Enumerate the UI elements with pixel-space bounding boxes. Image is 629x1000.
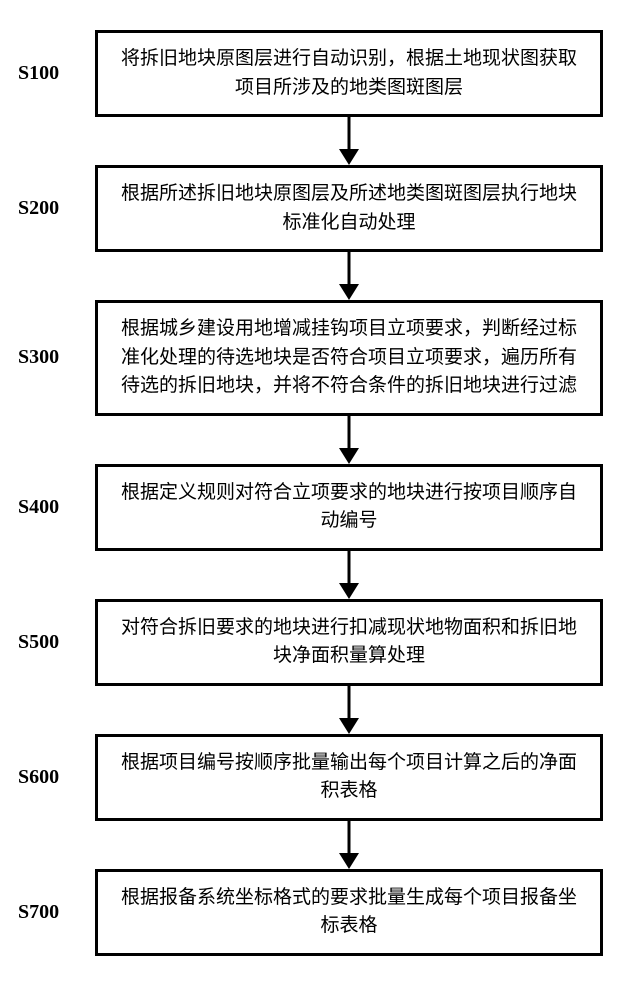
step-box: 根据城乡建设用地增减挂钩项目立项要求，判断经过标准化处理的待选地块是否符合项目立… [95,300,603,416]
flow-step: S600 根据项目编号按顺序批量输出每个项目计算之后的净面积表格 [0,734,629,821]
step-box: 根据定义规则对符合立项要求的地块进行按项目顺序自动编号 [95,464,603,551]
flow-step: S500 对符合拆旧要求的地块进行扣减现状地物面积和拆旧地块净面积量算处理 [0,599,629,686]
flow-step: S700 根据报备系统坐标格式的要求批量生成每个项目报备坐标表格 [0,869,629,956]
flow-arrow [0,252,629,300]
flow-arrow [0,551,629,599]
arrow-head-icon [339,149,359,165]
step-box: 根据所述拆旧地块原图层及所述地类图斑图层执行地块标准化自动处理 [95,165,603,252]
arrow-head-icon [339,284,359,300]
step-text: 对符合拆旧要求的地块进行扣减现状地物面积和拆旧地块净面积量算处理 [116,614,582,671]
step-text: 根据定义规则对符合立项要求的地块进行按项目顺序自动编号 [116,479,582,536]
step-id-label: S600 [18,766,59,789]
step-id-label: S100 [18,62,59,85]
flow-arrow [0,821,629,869]
arrow-line [348,821,351,855]
step-text: 将拆旧地块原图层进行自动识别，根据土地现状图获取项目所涉及的地类图斑图层 [116,45,582,102]
flow-step: S100 将拆旧地块原图层进行自动识别，根据土地现状图获取项目所涉及的地类图斑图… [0,30,629,117]
arrow-line [348,551,351,585]
arrow-head-icon [339,718,359,734]
arrow-head-icon [339,583,359,599]
arrow-head-icon [339,853,359,869]
arrow-head-icon [339,448,359,464]
step-text: 根据所述拆旧地块原图层及所述地类图斑图层执行地块标准化自动处理 [116,180,582,237]
arrow-line [348,252,351,286]
arrow-line [348,117,351,151]
step-box: 对符合拆旧要求的地块进行扣减现状地物面积和拆旧地块净面积量算处理 [95,599,603,686]
step-box: 根据报备系统坐标格式的要求批量生成每个项目报备坐标表格 [95,869,603,956]
step-id-label: S500 [18,631,59,654]
flow-arrow [0,416,629,464]
arrow-line [348,416,351,450]
step-text: 根据报备系统坐标格式的要求批量生成每个项目报备坐标表格 [116,884,582,941]
flowchart-container: S100 将拆旧地块原图层进行自动识别，根据土地现状图获取项目所涉及的地类图斑图… [0,30,629,956]
step-box: 根据项目编号按顺序批量输出每个项目计算之后的净面积表格 [95,734,603,821]
flow-step: S400 根据定义规则对符合立项要求的地块进行按项目顺序自动编号 [0,464,629,551]
arrow-line [348,686,351,720]
flow-step: S300 根据城乡建设用地增减挂钩项目立项要求，判断经过标准化处理的待选地块是否… [0,300,629,416]
flow-arrow [0,686,629,734]
step-text: 根据项目编号按顺序批量输出每个项目计算之后的净面积表格 [116,749,582,806]
step-id-label: S700 [18,901,59,924]
step-text: 根据城乡建设用地增减挂钩项目立项要求，判断经过标准化处理的待选地块是否符合项目立… [116,315,582,401]
flow-arrow [0,117,629,165]
step-id-label: S300 [18,346,59,369]
step-id-label: S400 [18,496,59,519]
step-id-label: S200 [18,197,59,220]
step-box: 将拆旧地块原图层进行自动识别，根据土地现状图获取项目所涉及的地类图斑图层 [95,30,603,117]
flow-step: S200 根据所述拆旧地块原图层及所述地类图斑图层执行地块标准化自动处理 [0,165,629,252]
